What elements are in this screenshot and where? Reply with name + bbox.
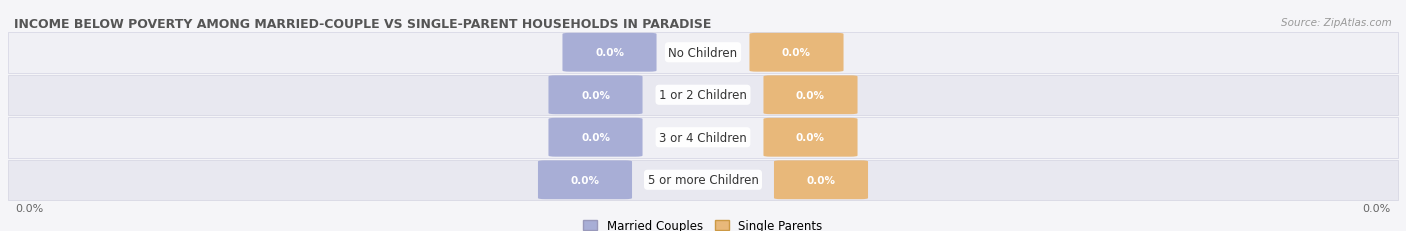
Text: 0.0%: 0.0%	[15, 203, 44, 213]
Text: 0.0%: 0.0%	[581, 90, 610, 100]
Text: 0.0%: 0.0%	[581, 133, 610, 143]
Text: 1 or 2 Children: 1 or 2 Children	[659, 89, 747, 102]
Text: 0.0%: 0.0%	[782, 48, 811, 58]
Text: 5 or more Children: 5 or more Children	[648, 173, 758, 186]
Text: 0.0%: 0.0%	[796, 133, 825, 143]
Text: No Children: No Children	[668, 47, 738, 60]
Text: 0.0%: 0.0%	[1362, 203, 1391, 213]
Text: 0.0%: 0.0%	[571, 175, 599, 185]
Text: 0.0%: 0.0%	[796, 90, 825, 100]
Legend: Married Couples, Single Parents: Married Couples, Single Parents	[579, 214, 827, 231]
Text: 0.0%: 0.0%	[807, 175, 835, 185]
Text: Source: ZipAtlas.com: Source: ZipAtlas.com	[1281, 18, 1392, 28]
Text: 3 or 4 Children: 3 or 4 Children	[659, 131, 747, 144]
Text: INCOME BELOW POVERTY AMONG MARRIED-COUPLE VS SINGLE-PARENT HOUSEHOLDS IN PARADIS: INCOME BELOW POVERTY AMONG MARRIED-COUPL…	[14, 18, 711, 31]
Text: 0.0%: 0.0%	[595, 48, 624, 58]
